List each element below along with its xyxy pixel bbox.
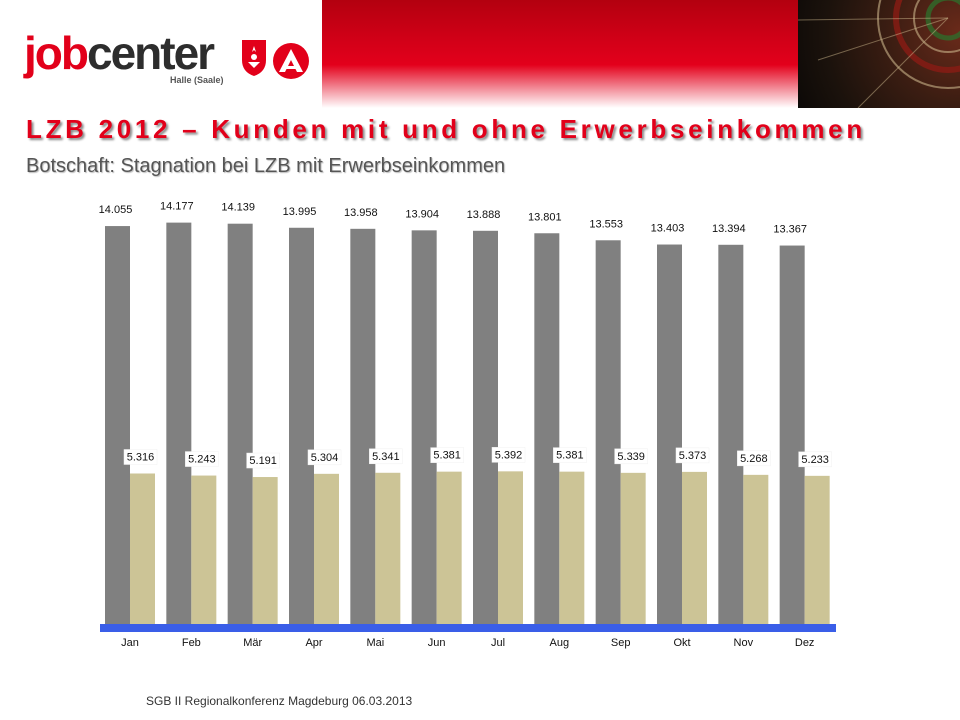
x-tick-label-10: Okt (673, 637, 690, 649)
data-label-bg-s2-4 (307, 449, 342, 466)
data-label-bg-s2-11 (737, 450, 771, 467)
bar-series1-2 (166, 222, 192, 624)
bar-series1-3 (227, 223, 253, 624)
data-label-s1-3: 14.139 (221, 202, 255, 214)
agency-logo-icon (273, 43, 309, 79)
bar-series1-5 (350, 228, 376, 624)
data-label-s1-10: 13.403 (651, 223, 685, 235)
x-tick-label-6: Jun (428, 637, 446, 649)
slide-subtitle: Botschaft: Stagnation bei LZB mit Erwerb… (26, 155, 506, 177)
data-label-s1-9: 13.553 (589, 218, 623, 230)
data-label-s1-8: 13.801 (528, 211, 562, 223)
dartboard-icon (797, 0, 960, 109)
x-tick-label-11: Nov (734, 637, 754, 649)
x-tick-label-3: Mär (243, 637, 262, 649)
header-red-band (322, 0, 798, 108)
data-label-s2-3: 5.191 (249, 455, 277, 467)
data-label-bg-s2-6 (430, 447, 464, 463)
bar-series1-1 (105, 226, 130, 624)
city-crest-icon (242, 40, 266, 76)
bar-series1-10 (657, 244, 682, 624)
x-tick-label-12: Dez (795, 637, 815, 649)
bar-series2-6 (436, 471, 462, 624)
bar-series2-10 (682, 471, 707, 624)
bar-series1-4 (289, 227, 314, 625)
x-tick-label-9: Sep (611, 637, 631, 649)
bar-series1-9 (595, 240, 621, 624)
data-label-bg-s2-7 (491, 447, 526, 463)
slide-title: LZB 2012 – Kunden mit und ohne Erwerbsei… (26, 114, 866, 144)
data-label-s2-7: 5.392 (495, 449, 523, 461)
data-label-s1-6: 13.904 (405, 208, 439, 220)
logo-location: Halle (Saale) (170, 75, 224, 85)
data-label-s2-1: 5.316 (127, 451, 155, 463)
footer-text: SGB II Regionalkonferenz Magdeburg 06.03… (146, 694, 413, 708)
x-tick-label-8: Aug (550, 637, 570, 649)
data-label-bg-s2-1 (123, 449, 158, 465)
x-tick-label-2: Feb (182, 637, 201, 649)
bar-chart: 14.055 14.177 14.139 13.995 13.958 13.904 13.8… (99, 201, 836, 649)
data-label-s1-4: 13.995 (283, 206, 317, 218)
x-tick-label-5: Mai (366, 637, 384, 649)
data-label-s2-10: 5.373 (679, 450, 707, 462)
data-label-s2-2: 5.243 (188, 454, 216, 466)
data-label-s1-7: 13.888 (467, 209, 501, 221)
bar-series2-4 (314, 473, 339, 624)
bar-series1-8 (534, 233, 560, 624)
data-label-bg-s2-9 (614, 448, 648, 465)
data-label-s2-8: 5.381 (556, 450, 584, 462)
data-label-s2-9: 5.339 (617, 451, 645, 463)
bar-series2-3 (252, 477, 278, 624)
data-label-s2-4: 5.304 (311, 452, 339, 464)
data-label-s2-11: 5.268 (740, 453, 768, 465)
logo: jobcenter Halle (Saale) (0, 0, 322, 108)
x-tick-label-1: Jan (121, 637, 139, 649)
bar-series1-12 (779, 245, 805, 624)
data-label-s1-1: 14.055 (99, 204, 133, 216)
data-label-s1-12: 13.367 (773, 224, 807, 236)
bar-series2-1 (130, 473, 155, 624)
data-label-bg-s2-3 (246, 452, 280, 469)
data-label-bg-s2-10 (675, 447, 710, 464)
data-label-s1-2: 14.177 (160, 201, 194, 213)
bar-series2-2 (191, 475, 217, 624)
bar-series2-5 (375, 472, 401, 624)
data-label-bg-s2-2 (185, 451, 219, 467)
x-tick-label-7: Jul (491, 637, 505, 649)
data-label-s1-5: 13.958 (344, 207, 378, 219)
bar-series2-9 (620, 472, 646, 624)
bar-series1-6 (411, 230, 437, 624)
dartboard-image (797, 0, 960, 109)
bar-series2-7 (498, 471, 523, 624)
data-label-bg-s2-8 (553, 447, 587, 463)
data-label-bg-s2-5 (369, 448, 403, 465)
data-label-bg-s2-12 (798, 451, 832, 468)
bar-series2-11 (743, 474, 769, 624)
data-label-s2-12: 5.233 (801, 454, 829, 466)
data-label-s2-5: 5.341 (372, 451, 400, 463)
header: jobcenter Halle (Saale) (0, 0, 960, 109)
x-axis-bar (100, 624, 836, 632)
logo-wordmark: jobcenter (24, 27, 215, 79)
bar-series2-12 (804, 475, 830, 624)
bar-series2-8 (559, 471, 585, 624)
bar-series1-11 (718, 244, 744, 624)
bar-series1-7 (473, 230, 498, 624)
data-label-s1-11: 13.394 (712, 223, 746, 235)
x-tick-label-4: Apr (305, 637, 322, 649)
data-label-s2-6: 5.381 (433, 450, 461, 462)
